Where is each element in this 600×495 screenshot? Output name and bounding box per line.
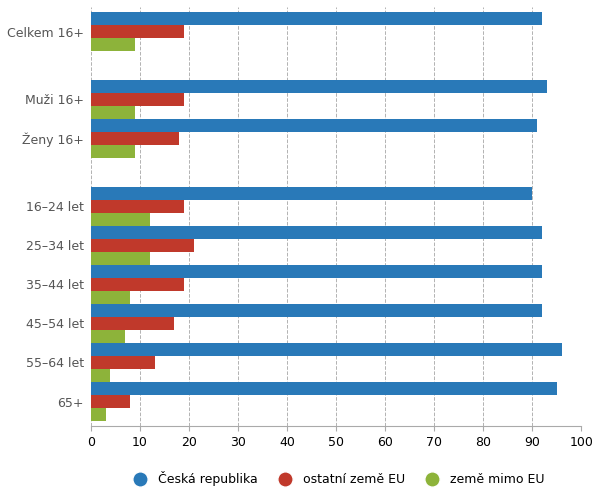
Bar xyxy=(91,187,532,199)
Bar xyxy=(91,356,155,369)
Bar xyxy=(91,25,184,38)
Bar xyxy=(91,343,562,356)
Bar xyxy=(91,291,130,304)
Bar xyxy=(91,12,542,25)
Bar xyxy=(91,226,542,239)
Bar xyxy=(91,80,547,93)
Bar xyxy=(91,213,150,226)
Bar xyxy=(91,382,557,395)
Bar xyxy=(91,369,110,382)
Bar xyxy=(91,278,184,291)
Bar xyxy=(91,199,184,213)
Bar xyxy=(91,119,537,132)
Bar xyxy=(91,239,194,252)
Bar xyxy=(91,395,130,408)
Bar xyxy=(91,317,174,330)
Bar xyxy=(91,304,542,317)
Bar xyxy=(91,132,179,145)
Bar xyxy=(91,265,542,278)
Bar xyxy=(91,408,106,421)
Bar xyxy=(91,106,135,119)
Bar xyxy=(91,93,184,106)
Bar xyxy=(91,330,125,343)
Legend: Česká republika, ostatní země EU, země mimo EU: Česká republika, ostatní země EU, země m… xyxy=(123,466,549,491)
Bar xyxy=(91,252,150,265)
Bar xyxy=(91,145,135,158)
Bar xyxy=(91,38,135,51)
